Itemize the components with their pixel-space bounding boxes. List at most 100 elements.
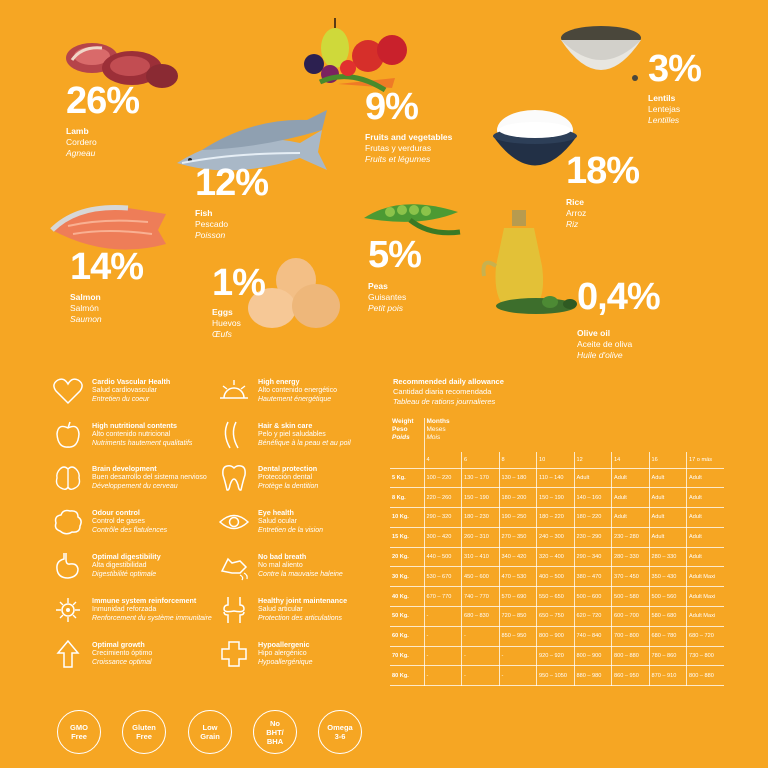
ration-cell: - [499,665,537,687]
ration-cell: 700 – 800 [611,626,650,647]
benefit-item: High nutritional contents Alto contenido … [52,420,222,450]
ingredient-name-es: Arroz [566,208,587,218]
cross-icon [221,641,247,667]
ration-cell: 500 – 560 [649,586,687,608]
months-row: 4 6 8 10 12 14 16 17 o más [390,452,724,469]
ration-cell: 220 – 260 [424,487,462,509]
eye-icon [218,514,250,530]
salmon-image [50,205,166,250]
benefit-title-es: Alto contenido energético [258,387,337,394]
ration-cell: - [461,646,500,667]
ingredient-name-en: Rice [566,197,584,207]
ration-cell: 740 – 840 [574,626,612,647]
ingredient-name-en: Fish [195,208,213,218]
ingredient-label: Lamb Cordero Agneau [66,126,97,159]
ration-cell: Adult [649,487,687,509]
benefit-item: High energy Alto contenido energético Haut… [218,376,388,406]
months-header-fr: Mois [426,434,441,441]
ration-cell: 180 – 230 [461,507,500,528]
table-cell [390,452,425,469]
ingredient-percent: 12% [195,162,269,204]
benefit-title-en: Cardio Vascular Health [92,377,171,386]
table-row: 10 Kg. 290 – 320 180 – 230 190 – 250 180 – 2… [390,507,724,528]
month-column-header: 12 [574,452,612,469]
ingredient-name-fr: Saumon [70,314,102,324]
ingredient-name-en: Eggs [212,307,233,317]
ingredient-percent: 0,4% [577,276,661,318]
stomach-icon [56,553,79,579]
benefit-title-es: Alta digestibilidad [92,562,147,569]
ration-cell: - [499,646,537,667]
ration-cell: 280 – 330 [611,547,650,568]
ration-cell: 310 – 410 [461,547,500,568]
ration-cell: 800 – 880 [611,646,650,667]
benefit-title-en: Dental protection [258,464,318,473]
table-row: 20 Kg. 440 – 500 310 – 410 340 – 420 320 – 4… [390,547,724,568]
ingredient-name-fr: Petit pois [368,303,403,313]
ration-cell: Adult [649,468,687,489]
virus-shield-icon [56,598,80,622]
ration-cell: 350 – 430 [649,566,687,588]
benefit-title-en: High nutritional contents [92,421,178,430]
ingredient-name-fr: Œufs [212,329,232,339]
ration-cell: 290 – 320 [424,507,462,528]
ration-cell: - [424,606,462,627]
ration-cell: 240 – 300 [536,527,575,548]
ingredient-percent: 3% [648,48,702,90]
heart-icon [53,378,83,405]
cloud-icon [54,509,82,535]
ration-cell: 870 – 910 [649,665,687,687]
ration-cell: 230 – 290 [574,527,612,548]
ration-cell: 130 – 180 [499,468,537,489]
ration-cell: 280 – 330 [649,547,687,568]
month-column-header: 4 [424,452,462,469]
ration-cell: 500 – 600 [574,586,612,608]
apple-icon [56,421,80,448]
ration-cell: - [424,665,462,687]
ration-cell: 500 – 580 [611,586,650,608]
weight-cell: 60 Kg. [390,626,425,647]
ration-cell: 100 – 220 [424,468,462,489]
ingredient-label: Lentils Lentejas Lentilles [648,93,680,126]
ration-cell: 180 – 220 [536,507,575,528]
benefit-title-en: Hypoallergenic [258,640,310,649]
benefit-title-es: Alto contenido nutricional [92,431,171,438]
ration-title-en: Recommended daily allowance [393,377,504,386]
month-column-header: 10 [536,452,575,469]
month-column-header: 8 [499,452,537,469]
arrow-up-icon [56,639,80,668]
ration-cell: 450 – 600 [461,566,500,588]
omega-3-6-badge: Omega 3-6 [318,710,362,754]
month-column-header: 14 [611,452,650,469]
ration-cell: - [461,626,500,647]
lentils-bowl-image [561,26,641,81]
ingredient-name-es: Cordero [66,137,97,147]
ration-cell: 570 – 690 [499,586,537,608]
benefit-title-fr: Renforcement du système immunitaire [92,615,212,622]
ration-cell: 620 – 720 [574,606,612,627]
ingredient-name-es: Aceite de oliva [577,339,633,349]
ration-cell: Adult [686,547,724,568]
table-row: 50 Kg. -680 – 830 720 – 850 650 – 750 620 – … [390,606,724,627]
ration-cell: Adult [686,507,724,528]
benefit-item: Immune system reinforcement Inmunidad ref… [52,595,222,625]
months-header: Months Meses Mois [424,418,724,452]
benefit-item: Optimal growth Crecimiento óptimo Croissan… [52,639,222,669]
ingredient-name-en: Lamb [66,126,89,136]
table-row: 15 Kg. 300 – 420 260 – 310 270 – 350 240 – 3… [390,527,724,548]
ration-cell: 400 – 500 [536,566,575,588]
olive-oil-image [481,210,577,314]
ration-cell: 290 – 340 [574,547,612,568]
ingredient-name-fr: Riz [566,219,579,229]
ration-cell: 800 – 880 [686,665,724,687]
ration-cell: Adult [649,527,687,548]
ration-cell: 850 – 950 [499,626,537,647]
ingredient-name-fr: Agneau [66,148,96,158]
benefit-title-es: Pelo y piel saludables [258,431,326,438]
month-column-header: 6 [461,452,500,469]
benefit-item: Eye health Salud ocular Entretien de la vi… [218,507,388,537]
tooth-icon [222,465,246,491]
ration-cell: 320 – 400 [536,547,575,568]
ration-cell: 800 – 900 [536,626,575,647]
weight-cell: 20 Kg. [390,547,425,568]
